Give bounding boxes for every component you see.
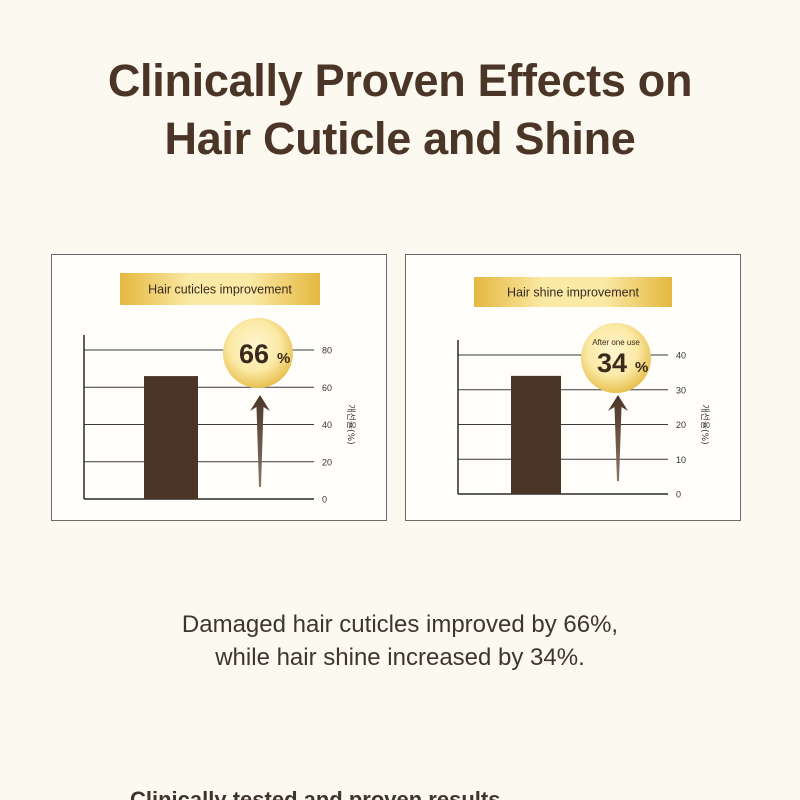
y-tick-label: 40 (676, 351, 686, 361)
y-tick-label: 80 (322, 346, 332, 356)
callout-badge (581, 323, 651, 393)
y-tick-label: 10 (676, 455, 686, 465)
y-tick-label: 0 (322, 495, 327, 505)
title-line-1: Clinically Proven Effects on (107, 55, 693, 106)
y-tick-label: 0 (676, 490, 681, 500)
title-banner (120, 273, 320, 305)
title-line-2: Hair Cuticle and Shine (164, 113, 636, 164)
callout-value: 34 (597, 348, 627, 378)
increase-arrow (250, 395, 270, 487)
y-tick-label: 20 (676, 420, 686, 430)
cuticle-chart: Hair cuticles improvement 0 20 40 60 80 66 % 개선율… (83, 273, 356, 505)
increase-arrow (608, 395, 628, 481)
cuticle-chart-panel: Hair cuticles improvement 0 20 40 60 80 66% 개선율… (51, 254, 387, 521)
chart-title: Hair shine improvement (507, 286, 640, 300)
callout-unit: % (635, 359, 648, 376)
y-tick-label: 30 (676, 385, 686, 395)
y-axis-label: 개선율(%) (345, 404, 356, 444)
chart-title: Hair cuticles improvement (148, 283, 292, 297)
footer-heading-cutoff: Clinically tested and proven results (130, 787, 501, 800)
y-tick-label: 60 (322, 383, 332, 393)
page-title: Clinically Proven Effects on Hair Cuticl… (0, 52, 800, 168)
y-axis-label: 개선율(%) (699, 404, 710, 444)
caption-line-1: Damaged hair cuticles improved by 66%, (181, 611, 619, 638)
y-tick-label: 20 (322, 457, 332, 467)
caption-line-2: while hair shine increased by 34%. (215, 644, 585, 671)
data-bar (511, 375, 561, 494)
shine-chart-panel: Hair shine improvement 0 10 20 30 40 After one… (405, 254, 741, 521)
callout-badge (223, 318, 293, 388)
shine-chart: Hair shine improvement 0 10 20 30 40 After one… (457, 277, 710, 500)
callout-note: After one use (592, 338, 640, 347)
title-banner (474, 277, 672, 307)
data-bar (144, 376, 198, 499)
y-tick-label: 40 (322, 420, 332, 430)
callout-value: 66 (239, 339, 269, 369)
callout-unit: % (277, 350, 290, 367)
results-caption: Damaged hair cuticles improved by 66%, w… (0, 608, 800, 674)
